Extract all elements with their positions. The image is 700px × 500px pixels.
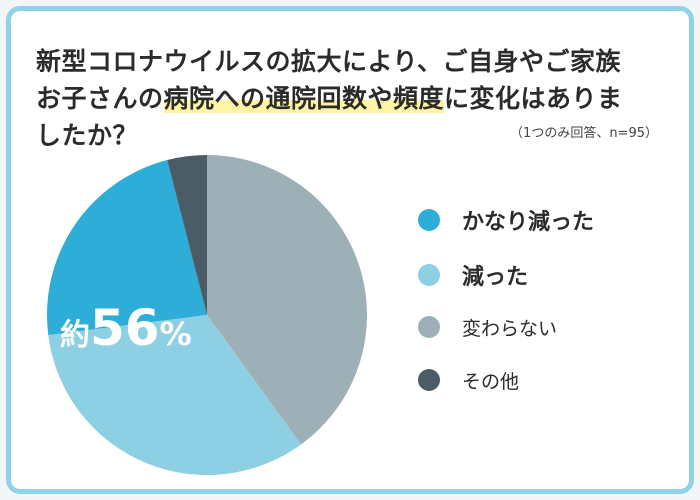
legend-item-0: かなり減った <box>418 200 594 240</box>
legend-swatch-0 <box>418 209 440 231</box>
chart-title-line-3: したか？ <box>36 121 139 150</box>
legend-label-2: 変わらない <box>462 317 558 340</box>
legend-label-1: 減った <box>462 265 529 290</box>
sample-note: （1つのみ回答、n=95） <box>510 126 658 141</box>
legend-label-0: かなり減った <box>462 210 595 235</box>
legend-label-3: その他 <box>462 370 520 393</box>
callout-number: 56 <box>90 299 160 357</box>
callout-prefix: 約 <box>60 318 90 353</box>
title-text-post: に変化はありま <box>444 84 623 113</box>
chart-title-line-2: お子さんの病院への通院回数や頻度に変化はありま <box>36 79 623 115</box>
pie-slice-3 <box>167 155 207 315</box>
legend-swatch-2 <box>418 316 440 338</box>
pie-slice-2 <box>46 160 207 336</box>
pie-slice-0 <box>207 155 368 445</box>
title-highlight: 病院への通院回数や頻度 <box>163 84 445 113</box>
pie-slice-1 <box>48 315 302 476</box>
chart-title-line-1: 新型コロナウイルスの拡大により、ご自身やご家族 <box>36 47 622 76</box>
percent-callout: 約56% <box>60 303 192 353</box>
callout-unit: % <box>159 315 192 353</box>
title-text-pre: お子さんの <box>36 84 164 113</box>
legend-swatch-3 <box>418 369 440 391</box>
legend-swatch-1 <box>418 264 440 286</box>
legend-item-2: 変わらない <box>418 307 557 347</box>
legend-item-3: その他 <box>418 360 519 400</box>
legend-item-1: 減った <box>418 255 528 295</box>
